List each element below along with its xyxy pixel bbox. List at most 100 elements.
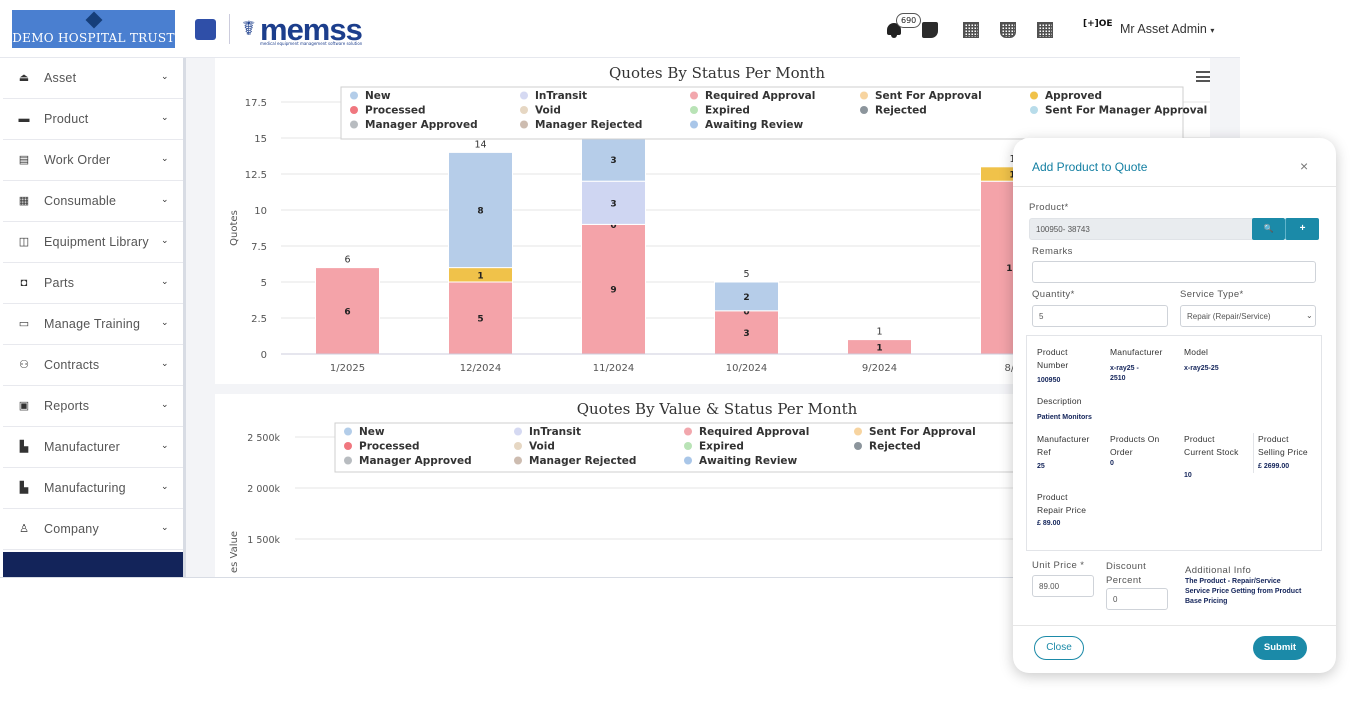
- bar-data-label: 12: [1006, 264, 1019, 274]
- y-tick-label: 17.5: [245, 98, 267, 109]
- legend-marker: [350, 91, 358, 100]
- close-button[interactable]: Close: [1034, 636, 1084, 660]
- sidebar-item-product[interactable]: ▬ Product ⌄: [3, 99, 183, 140]
- menu-toggle-button[interactable]: [195, 19, 216, 40]
- y-axis-label: es Value: [229, 531, 240, 573]
- chart-menu-icon[interactable]: [1196, 71, 1210, 82]
- add-product-to-quote-modal: Add Product to Quote × Product* 100950- …: [1013, 138, 1336, 673]
- legend-label: Awaiting Review: [705, 119, 804, 131]
- remarks-label: Remarks: [1032, 246, 1073, 257]
- info-divider: [1253, 433, 1254, 473]
- legend-marker: [860, 91, 868, 100]
- sidebar-item-consumable[interactable]: ▦ Consumable ⌄: [3, 181, 183, 222]
- bar-total-label: 6: [344, 255, 350, 266]
- sidebar-item-manufacturing[interactable]: ▙ Manufacturing ⌄: [3, 468, 183, 509]
- sidebar-item-label: Parts: [44, 276, 75, 290]
- notification-count-badge: 690: [896, 13, 922, 28]
- legend-marker: [854, 427, 862, 436]
- sidebar-item-label: Contracts: [44, 358, 100, 372]
- sidebar-item-manufacturer[interactable]: ▙ Manufacturer ⌄: [3, 427, 183, 468]
- legend-label: New: [365, 90, 391, 102]
- selling-price-label: Product Selling Price: [1258, 434, 1308, 457]
- training-icon: ▭: [18, 318, 30, 330]
- y-tick-label: 2 000k: [247, 484, 280, 495]
- bar-data-label: 1: [876, 343, 882, 353]
- legend-label: Awaiting Review: [699, 455, 798, 467]
- sidebar: ⏏ Asset ⌄ ▬ Product ⌄ ▤ Work Order ⌄ ▦ Consumable ⌄…: [0, 58, 186, 577]
- company-logo: [+]OE: [1083, 19, 1113, 29]
- legend-marker: [514, 456, 522, 465]
- repair-price-value: £ 89.00: [1037, 520, 1061, 527]
- legend-marker: [690, 91, 698, 100]
- sidebar-item-work-order[interactable]: ▤ Work Order ⌄: [3, 140, 183, 181]
- hospital-brand[interactable]: DEMO HOSPITAL TRUST: [12, 10, 175, 48]
- sidebar-item-contracts[interactable]: ⚇ Contracts ⌄: [3, 345, 183, 386]
- legend-marker: [350, 106, 358, 114]
- current-stock-value: 10: [1184, 472, 1192, 479]
- factory-icon: ▙: [19, 482, 29, 494]
- current-stock-label: Product Current Stock: [1184, 434, 1239, 457]
- chevron-down-icon: ⌄: [161, 71, 169, 81]
- sidebar-item-manage-training[interactable]: ▭ Manage Training ⌄: [3, 304, 183, 345]
- quantity-field[interactable]: 5: [1032, 305, 1168, 327]
- legend-label: Processed: [365, 105, 426, 117]
- bar-data-label: 6: [344, 307, 350, 317]
- legend-marker: [684, 427, 692, 436]
- chevron-down-icon: ⌄: [161, 522, 169, 532]
- modal-close-icon[interactable]: ×: [1300, 158, 1309, 174]
- bar-segment: [714, 281, 779, 312]
- chevron-down-icon: ⌄: [1306, 311, 1313, 320]
- caduceus-icon: ☤: [242, 16, 256, 40]
- unit-price-field[interactable]: 89.00: [1032, 575, 1094, 597]
- sidebar-item-company[interactable]: ♙ Company ⌄: [3, 509, 183, 550]
- legend-marker: [690, 106, 698, 114]
- reports-icon: ▣: [18, 400, 30, 412]
- product-field[interactable]: 100950- 38743: [1029, 218, 1266, 240]
- submit-button[interactable]: Submit: [1253, 636, 1307, 660]
- top-navbar: DEMO HOSPITAL TRUST ☤ memss medical equi…: [0, 0, 1240, 58]
- sidebar-item-asset[interactable]: ⏏ Asset ⌄: [3, 58, 183, 99]
- y-tick-label: 2.5: [251, 314, 267, 325]
- legend-label: InTransit: [529, 426, 581, 438]
- chevron-down-icon: ⌄: [161, 399, 169, 409]
- qr-shield-icon[interactable]: [1000, 22, 1016, 38]
- product-search-button[interactable]: 🔍: [1252, 218, 1285, 240]
- bar-segment: [448, 281, 513, 355]
- brand-emblem-icon: [85, 11, 103, 29]
- sidebar-item-label: Product: [44, 112, 89, 126]
- bar-data-label: 1: [477, 271, 483, 281]
- discount-field[interactable]: 0: [1106, 588, 1168, 610]
- product-number-label: Product Number: [1037, 347, 1069, 370]
- logo-word: memss: [260, 12, 363, 47]
- legend-marker: [520, 106, 528, 114]
- legend-marker: [860, 106, 868, 114]
- chevron-down-icon: ⌄: [161, 153, 169, 163]
- bar-segment: [581, 223, 646, 355]
- x-tick-label: 1/2025: [330, 363, 365, 374]
- x-tick-label: 10/2024: [726, 363, 768, 374]
- chart-title: Quotes By Value & Status Per Month: [577, 400, 858, 418]
- chevron-down-icon: ⌄: [161, 235, 169, 245]
- sidebar-item-active[interactable]: [3, 552, 183, 577]
- bar-segment: [581, 137, 646, 182]
- sticky-note-icon[interactable]: [922, 22, 938, 38]
- sidebar-item-equipment-library[interactable]: ◫ Equipment Library ⌄: [3, 222, 183, 263]
- user-menu[interactable]: Mr Asset Admin ▾: [1120, 22, 1214, 36]
- remarks-field[interactable]: [1032, 261, 1316, 283]
- qr-scan-icon[interactable]: [1037, 22, 1053, 38]
- sidebar-item-parts[interactable]: ◘ Parts ⌄: [3, 263, 183, 304]
- company-icon: ♙: [19, 523, 29, 535]
- sidebar-item-reports[interactable]: ▣ Reports ⌄: [3, 386, 183, 427]
- y-tick-label: 5: [261, 278, 267, 289]
- legend-label: Sent For Manager Approval: [1045, 105, 1207, 117]
- product-icon: ▬: [18, 113, 30, 125]
- qr-code-icon[interactable]: [963, 22, 979, 38]
- bar-data-label: 3: [610, 199, 616, 209]
- product-add-button[interactable]: +: [1285, 218, 1319, 240]
- product-info-box: Product Number 100950 Manufacturer x-ray…: [1026, 335, 1322, 551]
- service-type-select[interactable]: Repair (Repair/Service) ⌄: [1180, 305, 1316, 327]
- unit-price-label: Unit Price *: [1032, 560, 1085, 571]
- repair-price-label: Product Repair Price: [1037, 492, 1087, 515]
- manufacturer-ref-label: Manufacturer Ref: [1037, 434, 1090, 457]
- handshake-icon: ⚇: [19, 359, 29, 371]
